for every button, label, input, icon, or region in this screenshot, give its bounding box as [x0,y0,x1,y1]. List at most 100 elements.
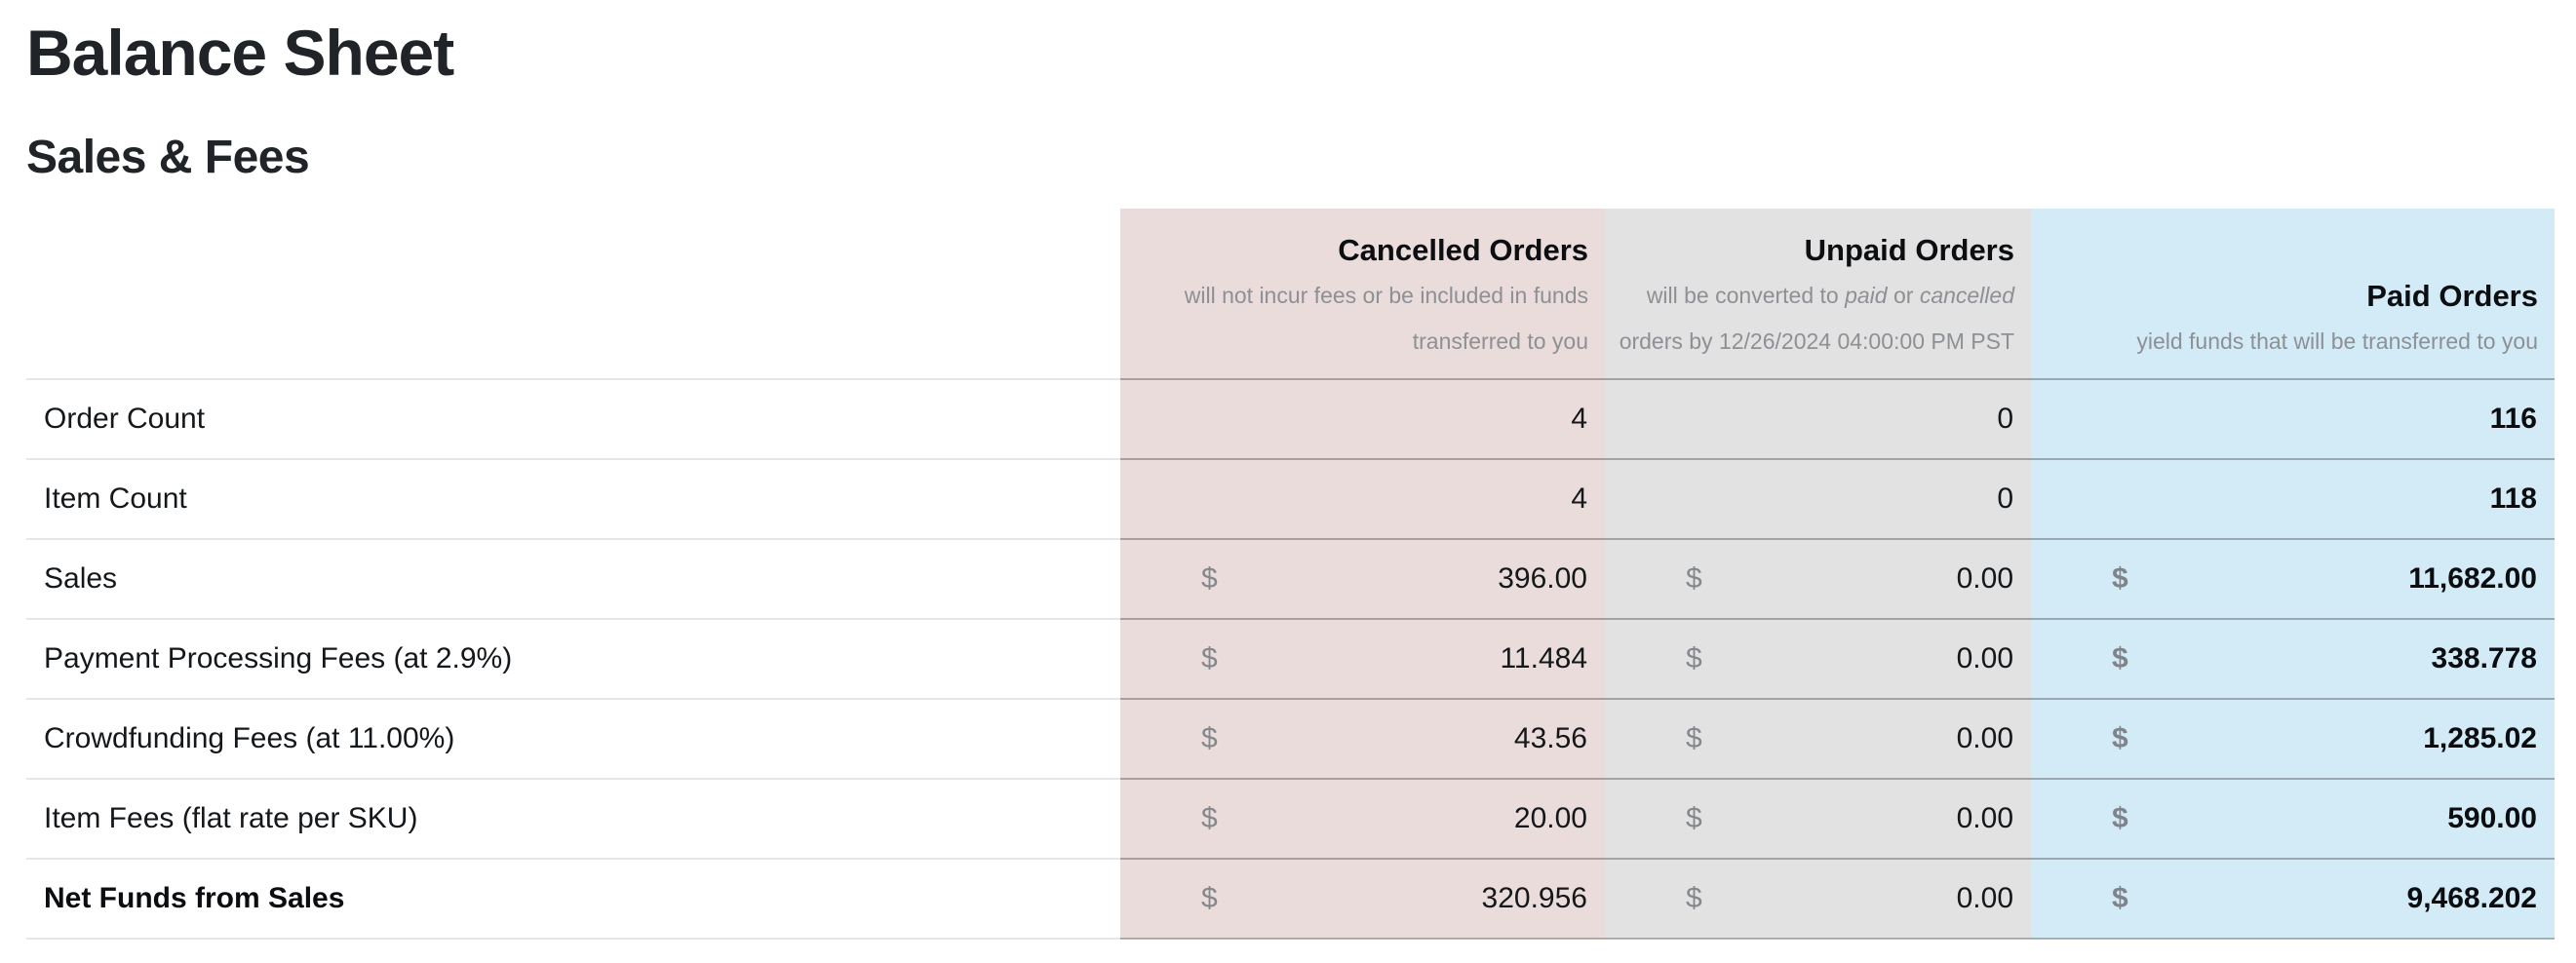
cell-value: 0.00 [1956,802,2013,834]
money-cell: $0.00 [1606,802,2030,835]
cell-value: 11.484 [1500,642,1587,674]
column-description-line: will be converted to paid or cancelled [1605,273,2014,319]
cell-unpaid: $0.00 [1605,698,2031,779]
cell-value: 0 [1997,482,2013,515]
table-body: Order Count 4 0 116 Item Count 4 0 118 Sales $396… [26,378,2555,940]
cell-paid: 116 [2031,378,2555,459]
column-title: Paid Orders [2366,279,2538,313]
cell-value: 43.56 [1513,722,1587,754]
money-cell: $0.00 [1606,882,2030,915]
cell-value: 320.956 [1481,882,1587,914]
cell-value: 20.00 [1513,802,1587,834]
currency-symbol: $ [1686,722,1702,754]
description-segment: yield funds that will be transferred to … [2136,328,2538,354]
table-header: Cancelled Orders will not incur fees or b… [26,209,2555,379]
section-title: Sales & Fees [26,132,310,183]
cell-unpaid: $0.00 [1605,778,2031,859]
currency-symbol: $ [2112,562,2128,595]
money-cell: $20.00 [1121,802,1604,835]
cell-value: 0.00 [1956,562,2013,595]
cell-value: 116 [2489,403,2537,435]
cell-cancelled: 4 [1120,378,1605,459]
currency-symbol: $ [2112,802,2128,834]
cell-value: 590.00 [2447,802,2537,834]
row-label: Order Count [26,378,1120,459]
cell-cancelled: $11.484 [1120,618,1605,699]
description-segment: will not incur fees or be included in fu… [1184,283,1588,308]
cell-value: 338.778 [2431,642,2537,674]
currency-symbol: $ [1686,642,1702,674]
row-label: Sales [26,538,1120,619]
count-cell: 0 [1606,482,2030,516]
currency-symbol: $ [1686,882,1702,914]
column-title: Cancelled Orders [1338,233,1588,267]
currency-symbol: $ [1201,642,1218,674]
cell-paid: $590.00 [2031,778,2555,859]
cell-value: 4 [1571,482,1587,515]
cell-value: 9,468.202 [2406,882,2537,914]
column-description-line: transferred to you [1120,319,1588,365]
column-header-unpaid: Unpaid Orders will be converted to paid o… [1605,209,2031,379]
table-row: Item Fees (flat rate per SKU) $20.00 $0.00… [26,778,2555,859]
count-cell: 4 [1121,482,1604,516]
column-title: Unpaid Orders [1804,233,2014,267]
money-cell: $0.00 [1606,562,2030,596]
currency-symbol: $ [1201,722,1218,754]
money-cell: $338.778 [2032,642,2554,675]
money-cell: $11.484 [1121,642,1604,675]
currency-symbol: $ [1686,562,1702,595]
table-row: Crowdfunding Fees (at 11.00%) $43.56 $0.00… [26,698,2555,779]
page-title: Balance Sheet [26,17,454,89]
column-header-cancelled: Cancelled Orders will not incur fees or b… [1120,209,1605,379]
cell-value: 11,682.00 [2408,562,2537,595]
currency-symbol: $ [1201,882,1218,914]
count-cell: 116 [2032,403,2554,436]
cell-value: 118 [2489,482,2537,515]
money-cell: $0.00 [1606,642,2030,675]
cell-unpaid: 0 [1605,378,2031,459]
currency-symbol: $ [1201,802,1218,834]
cell-value: 0.00 [1956,642,2013,674]
cell-paid: $9,468.202 [2031,858,2555,940]
money-cell: $0.00 [1606,722,2030,755]
cell-cancelled: $20.00 [1120,778,1605,859]
description-segment: will be converted to [1646,283,1846,308]
description-segment: orders by 12/26/2024 04:00:00 PM PST [1619,328,2014,354]
table-row: Net Funds from Sales $320.956 $0.00 $9,468.… [26,858,2555,940]
table-row: Order Count 4 0 116 [26,378,2555,459]
cell-paid: $11,682.00 [2031,538,2555,619]
count-cell: 0 [1606,403,2030,436]
column-description-line: orders by 12/26/2024 04:00:00 PM PST [1605,319,2014,365]
description-segment: or [1887,283,1920,308]
cell-unpaid: $0.00 [1605,618,2031,699]
currency-symbol: $ [1201,562,1218,595]
money-cell: $590.00 [2032,802,2554,835]
money-cell: $320.956 [1121,882,1604,915]
cell-value: 1,285.02 [2423,722,2537,754]
row-label: Payment Processing Fees (at 2.9%) [26,618,1120,699]
table-row: Sales $396.00 $0.00 $11,682.00 [26,538,2555,619]
cell-value: 0.00 [1956,882,2013,914]
cell-value: 0 [1997,403,2013,435]
cell-cancelled: $320.956 [1120,858,1605,940]
column-description-line: yield funds that will be transferred to … [2031,319,2538,365]
header-row: Cancelled Orders will not incur fees or b… [26,209,2555,379]
sales-fees-table: Cancelled Orders will not incur fees or b… [26,209,2555,940]
count-cell: 4 [1121,403,1604,436]
money-cell: $11,682.00 [2032,562,2554,596]
row-label: Net Funds from Sales [26,858,1120,940]
currency-symbol: $ [2112,882,2128,914]
row-label: Item Fees (flat rate per SKU) [26,778,1120,859]
column-header-paid: Paid Orders yield funds that will be tran… [2031,209,2555,379]
cell-value: 396.00 [1498,562,1587,595]
row-label-column-header [26,209,1120,379]
currency-symbol: $ [2112,642,2128,674]
cell-unpaid: 0 [1605,458,2031,539]
currency-symbol: $ [1686,802,1702,834]
money-cell: $396.00 [1121,562,1604,596]
row-label: Item Count [26,458,1120,539]
cell-unpaid: $0.00 [1605,538,2031,619]
column-description-line: will not incur fees or be included in fu… [1120,273,1588,319]
cell-value: 4 [1571,403,1587,435]
cell-cancelled: 4 [1120,458,1605,539]
